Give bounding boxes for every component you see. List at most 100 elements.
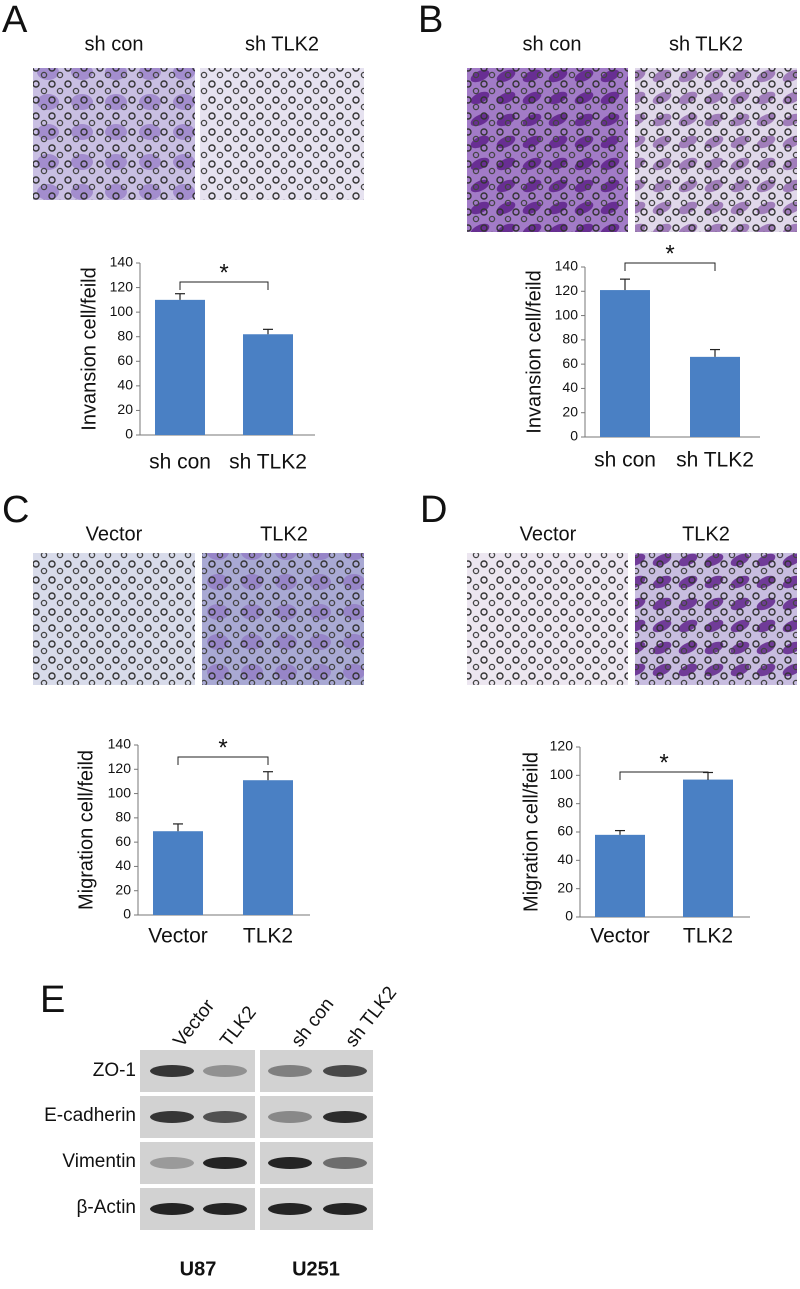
cell-line-label: U251 (292, 1258, 340, 1280)
blot-band (150, 1157, 194, 1169)
x-tick-label: TLK2 (243, 925, 293, 948)
protein-label: E-cadherin (44, 1105, 136, 1126)
captions: sh con sh TLK2 sh con sh TLK2 Vector TLK… (85, 33, 744, 545)
blot-band (323, 1111, 367, 1123)
micrograph-pores (202, 553, 364, 685)
panel-labels: A B C D E (2, 0, 447, 1021)
lane-label: sh TLK2 (341, 983, 401, 1051)
panel-label: E (40, 979, 65, 1021)
y-tick-label: 120 (550, 738, 574, 754)
y-tick-label: 0 (123, 906, 131, 922)
y-tick-label: 140 (110, 254, 134, 270)
y-tick-label: 20 (115, 881, 131, 897)
y-tick-label: 100 (108, 784, 132, 800)
blot-band (203, 1111, 247, 1123)
panel-label: A (2, 0, 28, 41)
micrograph-caption: TLK2 (260, 523, 308, 545)
x-tick-label: sh con (149, 451, 211, 474)
panel-label: D (420, 489, 447, 531)
y-tick-label: 100 (555, 306, 579, 322)
y-tick-label: 80 (117, 327, 133, 343)
y-tick-label: 60 (115, 833, 131, 849)
blot-band (203, 1157, 247, 1169)
x-tick-label: sh TLK2 (676, 449, 754, 472)
y-tick-label: 120 (110, 278, 134, 294)
micrograph-pores (635, 553, 797, 685)
blot-band (323, 1203, 367, 1215)
significance-label: * (219, 259, 228, 286)
x-tick-label: Vector (148, 925, 208, 948)
blot-band (323, 1065, 367, 1077)
panel-label: B (418, 0, 443, 41)
micrograph-pores (467, 68, 628, 232)
blot-band (203, 1203, 247, 1215)
y-axis-label: Invansion cell/feild (523, 270, 545, 433)
bar (690, 356, 740, 437)
micrograph-pores (635, 68, 797, 232)
blot-band (150, 1111, 194, 1123)
blot-band (323, 1157, 367, 1169)
y-axis-label: Migration cell/feild (75, 750, 97, 910)
panel-label: C (2, 489, 29, 531)
blot-band (268, 1065, 312, 1077)
significance-bracket (179, 281, 269, 290)
bar (683, 779, 733, 917)
significance-bracket (624, 262, 716, 271)
protein-label: ZO-1 (93, 1060, 136, 1081)
blot-band (150, 1065, 194, 1077)
protein-label: Vimentin (62, 1151, 136, 1172)
protein-label: β-Actin (77, 1197, 137, 1218)
chart: 0 20 40 60 80 100 120 140 Invansion cell/feild sh… (523, 240, 760, 472)
micrographs (33, 68, 797, 685)
x-tick-label: sh con (594, 449, 656, 472)
micrograph-pores (33, 68, 195, 200)
micrograph-pores (467, 553, 628, 685)
y-tick-label: 0 (570, 428, 578, 444)
lane-label: TLK2 (216, 1002, 261, 1051)
x-tick-label: TLK2 (683, 925, 733, 948)
y-tick-label: 40 (115, 857, 131, 873)
bar (243, 780, 293, 915)
significance-label: * (665, 240, 674, 267)
y-axis-label: Migration cell/feild (520, 752, 542, 912)
y-tick-label: 80 (562, 331, 578, 347)
bar (243, 334, 293, 435)
significance-bracket (177, 756, 269, 765)
micrograph-caption: sh TLK2 (245, 33, 319, 55)
bar (153, 831, 203, 915)
y-tick-label: 100 (550, 766, 574, 782)
chart: 0 20 40 60 80 100 120 Migration cell/feild Vecto… (520, 738, 750, 948)
micrograph-caption: sh TLK2 (669, 33, 743, 55)
y-axis-label: Invansion cell/feild (78, 267, 100, 430)
lane-label: sh con (287, 994, 338, 1051)
y-tick-label: 60 (562, 355, 578, 371)
y-tick-label: 40 (562, 379, 578, 395)
y-tick-label: 60 (557, 823, 573, 839)
y-tick-label: 140 (108, 736, 132, 752)
y-tick-label: 120 (555, 282, 579, 298)
western-blot: Vector TLK2 sh con sh TLK2 ZO-1 E-cadher… (44, 983, 401, 1281)
bar (600, 290, 650, 437)
y-tick-label: 20 (117, 401, 133, 417)
bar (595, 834, 645, 917)
y-tick-label: 40 (117, 377, 133, 393)
y-tick-label: 80 (557, 794, 573, 810)
micrograph-caption: sh con (523, 33, 582, 55)
micrograph-caption: TLK2 (682, 523, 730, 545)
lane-label: Vector (169, 995, 219, 1051)
significance-label: * (218, 734, 227, 761)
blot-band (150, 1203, 194, 1215)
micrograph-pores (200, 68, 364, 200)
y-tick-label: 120 (108, 760, 132, 776)
y-tick-label: 20 (557, 879, 573, 895)
chart: 0 20 40 60 80 100 120 140 Migration cell/feild Ve… (75, 734, 310, 948)
blot-band (268, 1203, 312, 1215)
cell-line-label: U87 (180, 1258, 217, 1280)
chart: 0 20 40 60 80 100 120 140 Invansion cell/feild sh… (78, 254, 315, 474)
micrograph-caption: sh con (85, 33, 144, 55)
y-tick-label: 100 (110, 303, 134, 319)
y-tick-label: 40 (557, 851, 573, 867)
significance-bracket (619, 771, 709, 780)
y-tick-label: 60 (117, 352, 133, 368)
